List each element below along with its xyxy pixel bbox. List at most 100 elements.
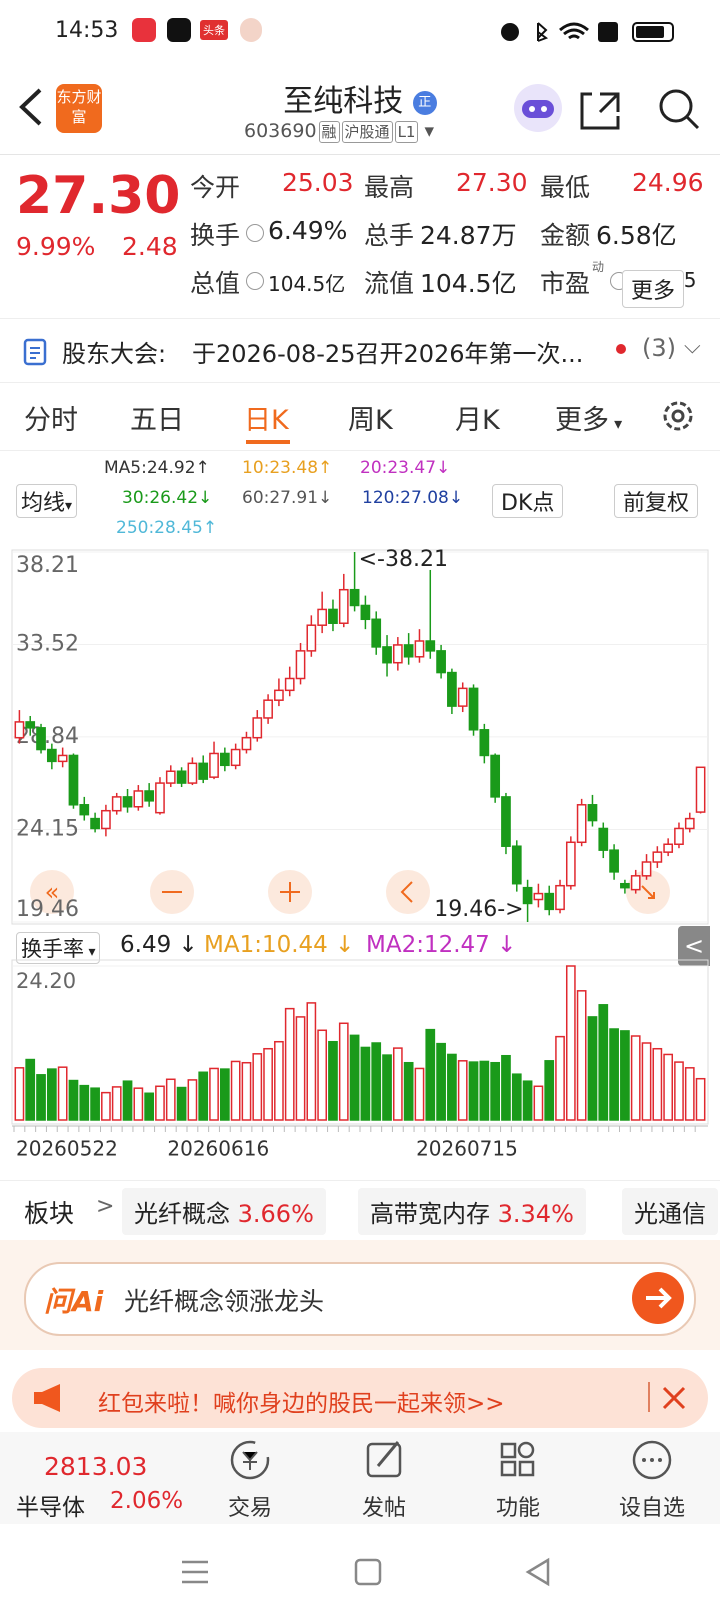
candle-body [349, 588, 360, 607]
turnover-bar [25, 1058, 36, 1121]
turnover-bar [349, 1034, 360, 1121]
turnover-bar [522, 1080, 533, 1121]
chart-controls[interactable]: « [30, 870, 670, 914]
tab[interactable]: 五日 [130, 405, 184, 436]
sector-name: 高带宽内存 [370, 1200, 490, 1228]
index-name: 半导体 [16, 1495, 85, 1521]
turnover-ma2: MA2:12.47 ↓ [366, 932, 517, 958]
notice-text[interactable]: 于2026-08-25召开2026年第一次... [192, 340, 584, 368]
turnover-bar [576, 990, 587, 1121]
tab[interactable]: 分时 [24, 405, 78, 436]
app-icon [132, 18, 156, 42]
turnover-bar [68, 1079, 79, 1121]
candle-body [25, 721, 36, 729]
field-value: 104.5亿 [420, 269, 517, 298]
tab-underline [246, 440, 290, 444]
tab-active[interactable]: 日K [244, 405, 289, 436]
app-badge: 头条 [200, 20, 228, 40]
turnover-bar [187, 1079, 198, 1121]
ma-legend-item: 250:28.45↑ [116, 518, 218, 538]
svg-text:«: « [45, 878, 60, 906]
tab[interactable]: 周K [348, 405, 393, 436]
turnover-bar [490, 1061, 501, 1121]
turnover-bar [101, 1091, 111, 1121]
candle-body [684, 817, 695, 830]
candle-body [620, 882, 630, 889]
ma-legend-item: 60:27.91↓ [242, 488, 333, 508]
adjust-button[interactable]: 前复权 [614, 484, 699, 518]
candle-body [90, 817, 100, 830]
header-icons[interactable] [512, 82, 712, 134]
stock-code: 603690 [244, 120, 317, 142]
nav-item[interactable]: 设自选 [618, 1496, 685, 1521]
ma-select[interactable]: 均线▾ [16, 484, 78, 518]
stock-code-row: 603690 融沪股通 L1 ▾ [244, 120, 435, 143]
ma-legend-item: 10:23.48↑ [242, 458, 333, 478]
turnover-value: 6.49 ↓ [120, 932, 198, 958]
stock-name: 至纯科技 正 [0, 76, 720, 120]
notice-icon [23, 338, 47, 366]
turnover-bar [46, 1068, 57, 1121]
turnover-bar [284, 1007, 295, 1121]
candle-body [57, 754, 68, 763]
turnover-bar [425, 1028, 436, 1121]
turnover-bar [252, 1053, 263, 1121]
candle-body [133, 790, 144, 808]
field-value: 24.87万 [420, 221, 517, 250]
nav-item[interactable]: 功能 [495, 1496, 540, 1521]
high-label: <-38.21 [359, 547, 448, 572]
candle-body [209, 752, 219, 778]
more-button[interactable]: 更多 [622, 270, 685, 308]
candle-body [68, 754, 79, 806]
candle-body [274, 689, 284, 701]
tab[interactable]: 更多 ▾ [555, 405, 623, 436]
ma-legend-item: 120:27.08↓ [362, 488, 464, 508]
nav-item[interactable]: 发帖 [361, 1496, 406, 1521]
banner-close[interactable] [660, 1384, 688, 1412]
candle-body [306, 624, 317, 652]
turnover-bar [111, 1086, 122, 1121]
ai-submit[interactable] [630, 1270, 686, 1326]
notice-label: 股东大会: [62, 340, 167, 368]
tab[interactable]: 月K [455, 405, 500, 436]
candle-body [576, 804, 587, 844]
dk-button[interactable]: DK点 [492, 484, 564, 518]
banner-divider [648, 1382, 650, 1412]
turnover-chart-frame [11, 959, 709, 1125]
sector-name: 光纤概念 [134, 1200, 230, 1228]
sector-chevron: > [96, 1194, 115, 1219]
turnover-select[interactable]: 换手率 ▾ [16, 932, 101, 964]
turnover-bar [695, 1077, 706, 1121]
turnover-bar [511, 1073, 522, 1121]
side-collapse[interactable]: < [678, 926, 710, 966]
turnover-bar [165, 1078, 176, 1121]
sector-chip[interactable]: 高带宽内存 3.34% [358, 1188, 586, 1235]
sector-pct: 3.34% [497, 1200, 574, 1228]
settings-icon[interactable] [660, 398, 696, 434]
field-value: 6.58亿 [596, 221, 677, 250]
candle-body [457, 687, 468, 707]
candle-body [501, 796, 511, 847]
system-nav [182, 1557, 550, 1587]
charts: « 38.2133.5228.8424.1519.46<-38.2119.46-… [11, 547, 709, 1161]
candle-body [490, 754, 501, 798]
turnover-bar [155, 1085, 165, 1121]
sector-chip[interactable]: 光通信 [622, 1188, 718, 1235]
candle-body [555, 884, 565, 911]
ai-search-bar[interactable] [24, 1262, 696, 1336]
sector-label: 板块 [24, 1199, 75, 1228]
candle-body [122, 796, 133, 808]
nav-item[interactable]: 交易 [227, 1496, 272, 1521]
field-label: 市盈 [540, 269, 591, 298]
info-icon [246, 224, 264, 242]
sector-chip[interactable]: 光纤概念 3.66% [122, 1188, 326, 1235]
notice-chevron[interactable]: ⌵ [684, 334, 701, 359]
field-label: 总手 [364, 221, 415, 250]
y-tick-label: 38.21 [16, 553, 79, 578]
turnover-bar [382, 1054, 392, 1121]
turnover-bar [587, 1016, 598, 1121]
candle-body [111, 796, 122, 812]
back-button[interactable] [16, 86, 46, 128]
candle-body [144, 790, 155, 802]
red-packet-banner[interactable] [12, 1368, 708, 1428]
